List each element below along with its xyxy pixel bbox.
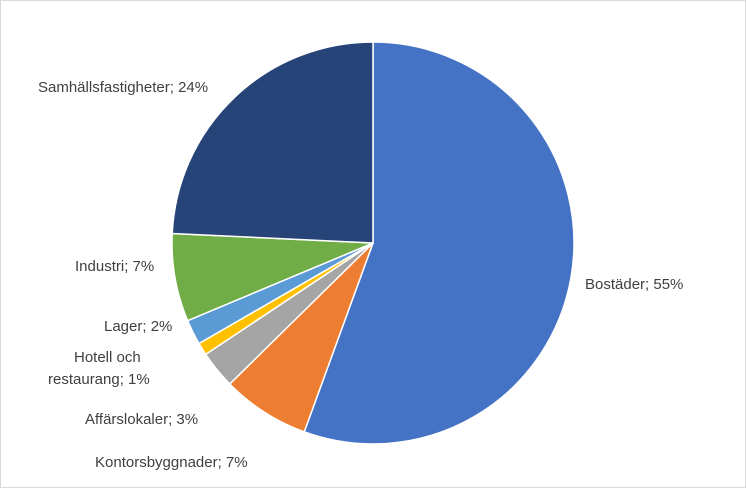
pie-slices — [171, 41, 575, 445]
data-label-hotell-line-1: Hotell och — [74, 349, 141, 366]
data-label-kontorsbyggnader: Kontorsbyggnader; 7% — [95, 454, 248, 471]
data-label-hotell-line-2: restaurang; 1% — [48, 371, 150, 388]
data-label-bostader: Bostäder; 55% — [585, 276, 683, 293]
data-label-industri: Industri; 7% — [75, 258, 154, 275]
data-label-affarslokaler: Affärslokaler; 3% — [85, 411, 198, 428]
data-label-samhallsfastigheter: Samhällsfastigheter; 24% — [38, 79, 208, 96]
data-label-lager: Lager; 2% — [104, 318, 172, 335]
pie-slice-samhallsfastigheter — [171, 41, 374, 244]
pie-slice-bostader — [303, 41, 575, 445]
